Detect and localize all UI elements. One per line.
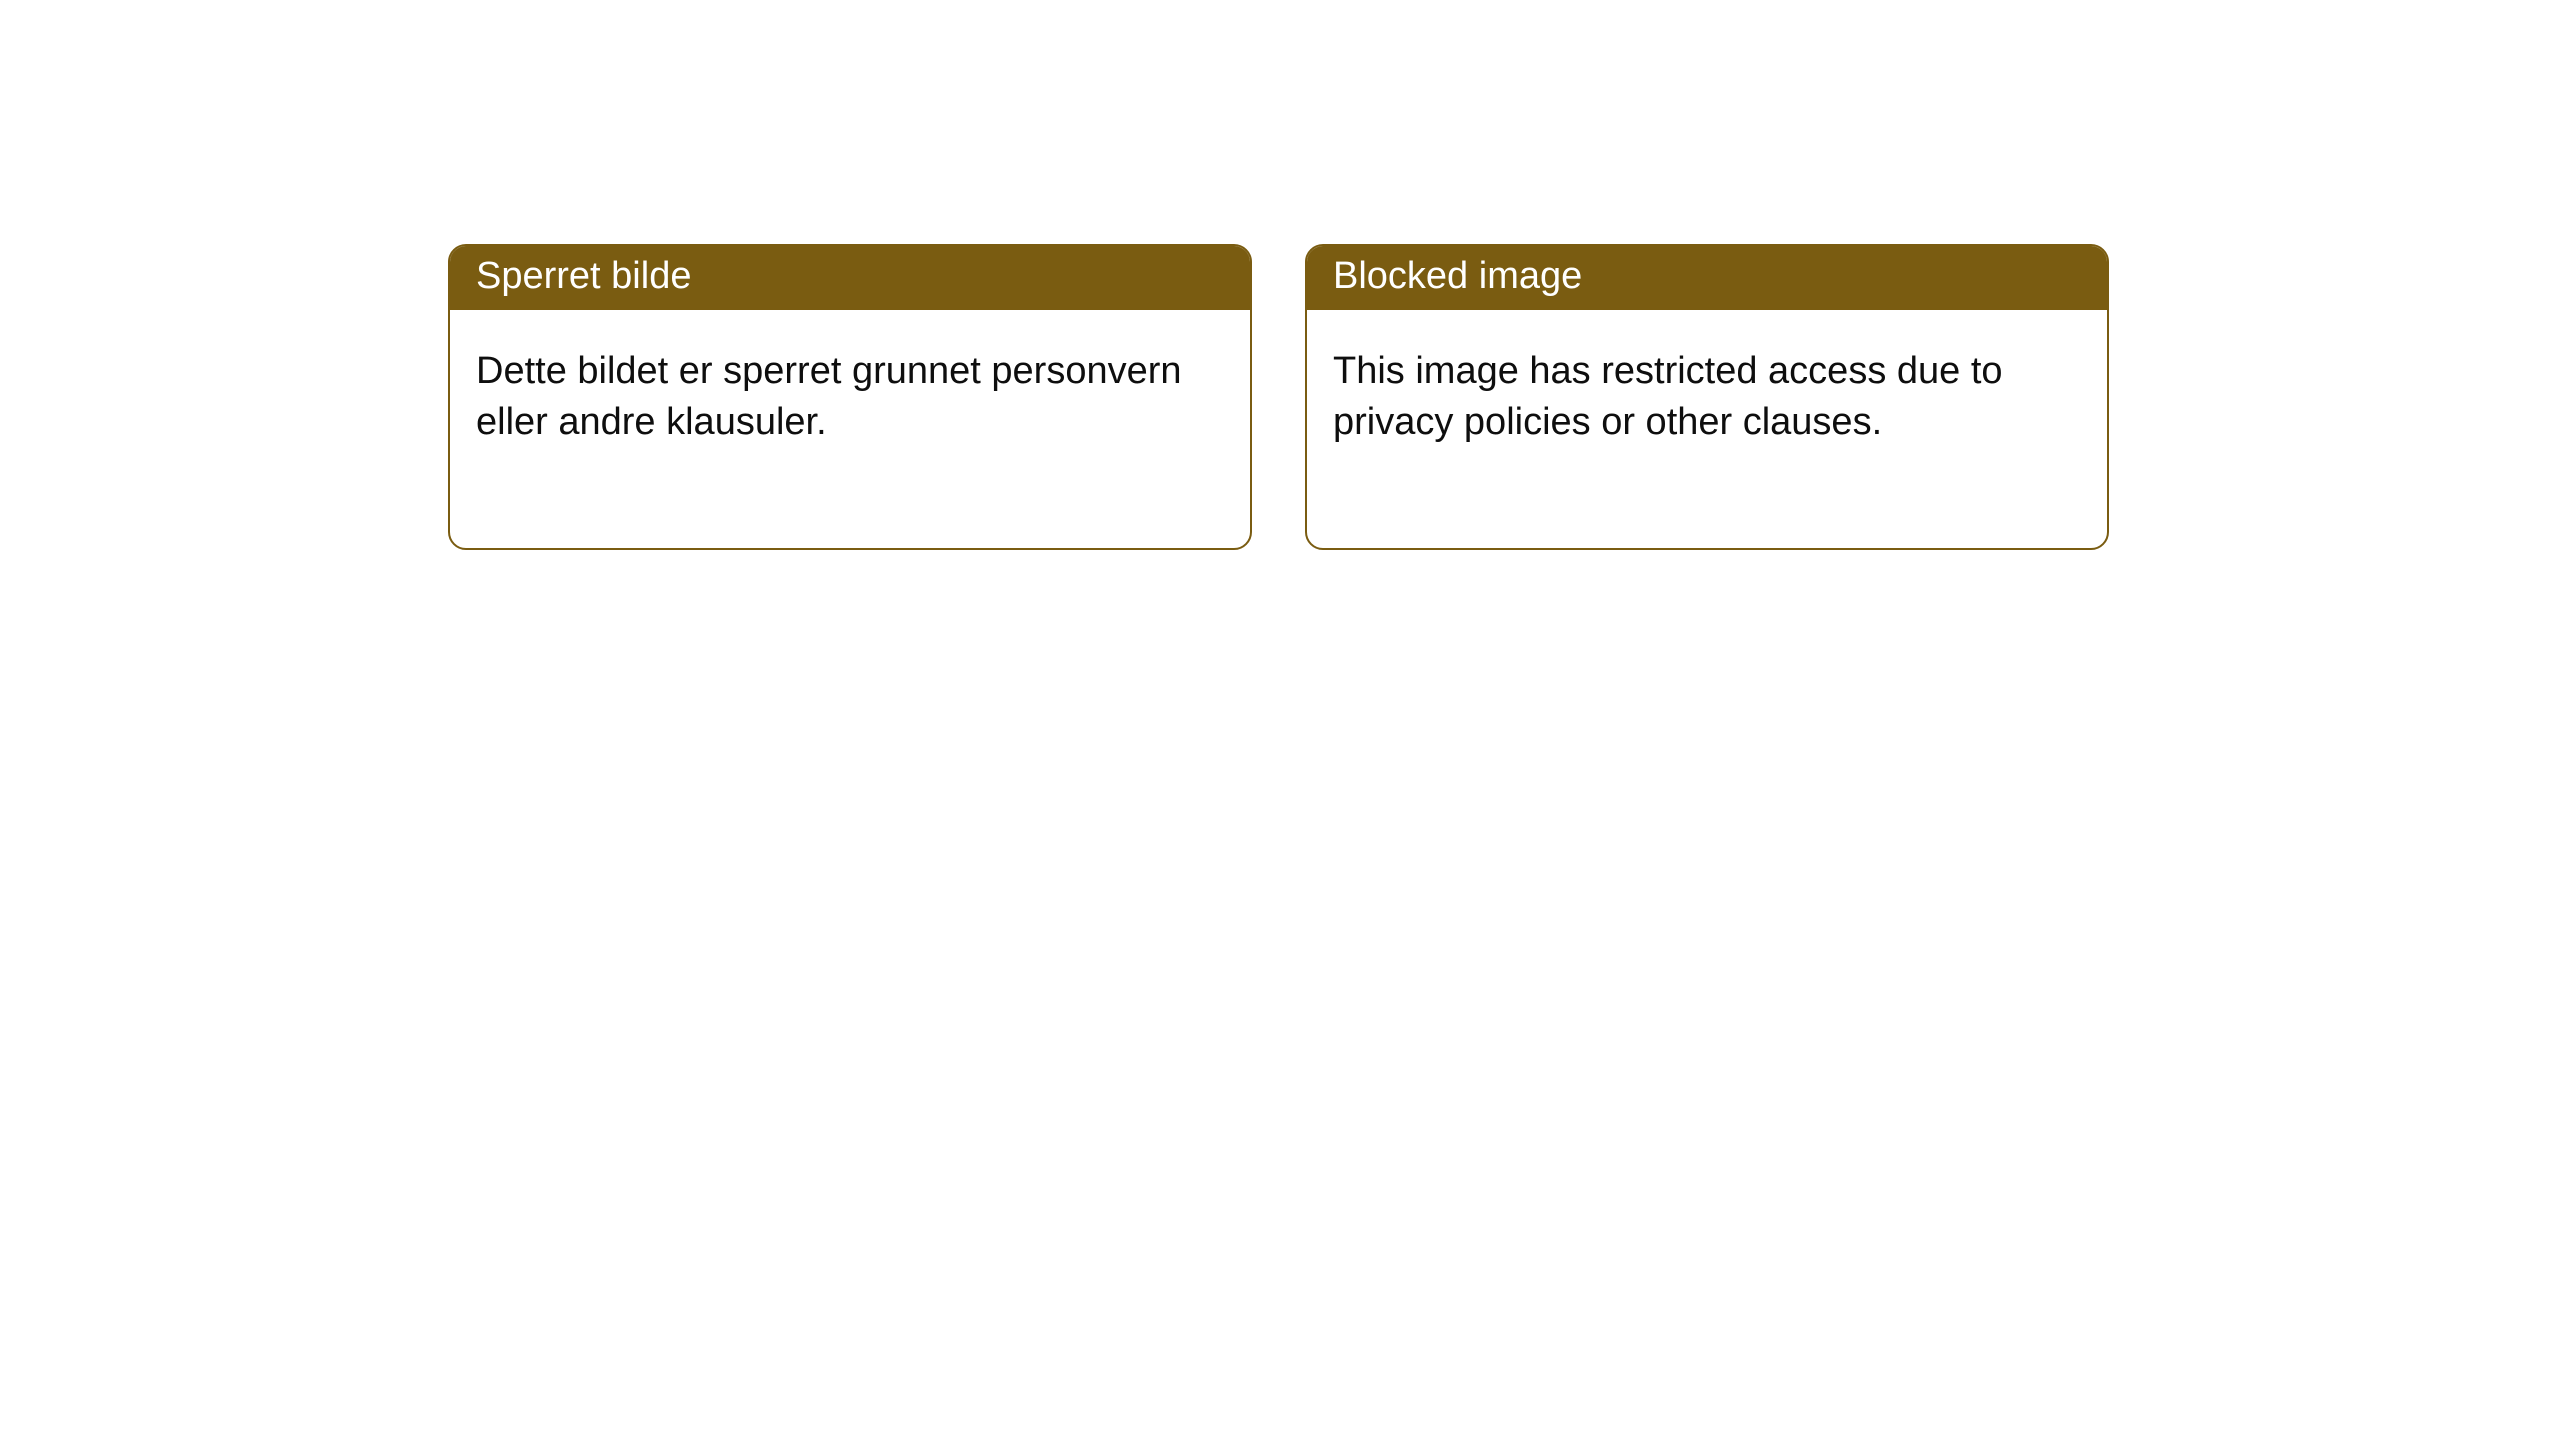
notice-title-en: Blocked image bbox=[1307, 246, 2107, 310]
notice-message-no: Dette bildet er sperret grunnet personve… bbox=[450, 310, 1250, 549]
notice-card-en: Blocked image This image has restricted … bbox=[1305, 244, 2109, 550]
notice-message-en: This image has restricted access due to … bbox=[1307, 310, 2107, 549]
notice-title-no: Sperret bilde bbox=[450, 246, 1250, 310]
notice-container: Sperret bilde Dette bildet er sperret gr… bbox=[448, 244, 2109, 550]
notice-card-no: Sperret bilde Dette bildet er sperret gr… bbox=[448, 244, 1252, 550]
